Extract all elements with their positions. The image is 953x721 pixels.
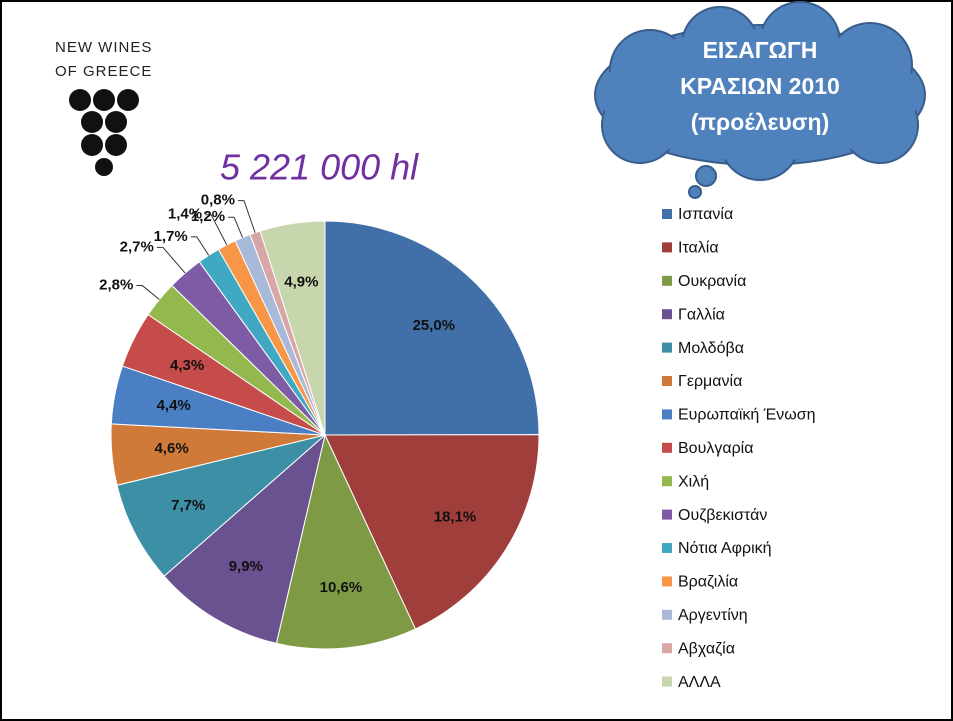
pie-slice <box>324 434 540 630</box>
legend-swatch <box>662 409 672 420</box>
legend-swatch <box>662 309 672 320</box>
legend-label: Βουλγαρία <box>678 440 753 457</box>
pie-slice <box>163 433 326 645</box>
leader-line <box>190 236 210 256</box>
data-label: 18,1% <box>434 509 477 526</box>
chart-title: (προέλευση) <box>691 109 829 135</box>
data-label: 4,6% <box>154 440 188 457</box>
legend-swatch <box>662 609 672 620</box>
data-label: 2,8% <box>99 277 133 294</box>
legend-label: Ουζβεκιστάν <box>678 507 767 524</box>
leader-line <box>156 246 186 274</box>
legend-label: ΑΛΛΑ <box>678 674 721 691</box>
legend-label: Ευρωπαϊκή Ένωση <box>678 407 816 424</box>
data-label: 25,0% <box>413 317 456 334</box>
legend-swatch <box>662 509 672 520</box>
leader-line <box>136 285 160 300</box>
legend-swatch <box>662 442 672 453</box>
data-label: 4,4% <box>157 397 191 414</box>
data-label: 10,6% <box>320 579 363 596</box>
leader-line <box>228 216 244 238</box>
logo-grapes <box>69 89 139 176</box>
data-label: 4,3% <box>170 357 204 374</box>
logo-text: NEW WINES <box>55 39 152 56</box>
leader-line <box>205 214 228 246</box>
legend-swatch <box>662 643 672 654</box>
data-label: 0,8% <box>201 192 235 209</box>
data-label: 9,9% <box>229 558 263 575</box>
legend-swatch <box>662 242 672 253</box>
legend-label: Γαλλία <box>678 306 725 323</box>
chart-title: ΚΡΑΣΙΩΝ 2010 <box>680 73 840 99</box>
legend-swatch <box>662 376 672 386</box>
legend-label: Αβχαζία <box>678 640 735 657</box>
legend-swatch <box>662 676 672 687</box>
legend-swatch <box>662 209 672 219</box>
data-label: 2,7% <box>120 238 154 255</box>
logo-text: OF GREECE <box>55 63 152 80</box>
legend-label: Ουκρανία <box>678 273 746 290</box>
data-label: 4,9% <box>284 274 318 291</box>
leader-line <box>238 200 256 233</box>
pie-slice <box>324 220 540 436</box>
legend-label: Γερμανία <box>678 373 742 390</box>
legend-swatch <box>662 543 672 553</box>
data-label: 7,7% <box>171 497 205 514</box>
legend-label: Χιλή <box>678 473 709 490</box>
data-label: 1,4% <box>168 206 202 223</box>
data-label: 1,7% <box>154 228 188 245</box>
chart-subtitle: 5 221 000 hl <box>220 147 419 188</box>
legend-label: Βραζιλία <box>678 574 738 591</box>
legend-swatch <box>662 476 672 487</box>
chart-title: ΕΙΣΑΓΩΓΗ <box>703 37 818 63</box>
legend-label: Ισπανία <box>678 206 733 223</box>
legend-swatch <box>662 275 672 286</box>
title-cloud-fill <box>600 29 920 161</box>
data-label: 1,2% <box>191 208 225 225</box>
legend-label: Ιταλία <box>678 240 719 257</box>
legend-swatch <box>662 576 672 587</box>
pie-slice <box>275 433 417 650</box>
legend-label: Νότια Αφρική <box>678 540 772 557</box>
legend-swatch <box>662 342 672 353</box>
pie-slice <box>116 434 326 577</box>
pie-slice <box>259 220 326 436</box>
legend-label: Μολδόβα <box>678 340 744 357</box>
legend-label: Αργεντίνη <box>678 607 748 624</box>
